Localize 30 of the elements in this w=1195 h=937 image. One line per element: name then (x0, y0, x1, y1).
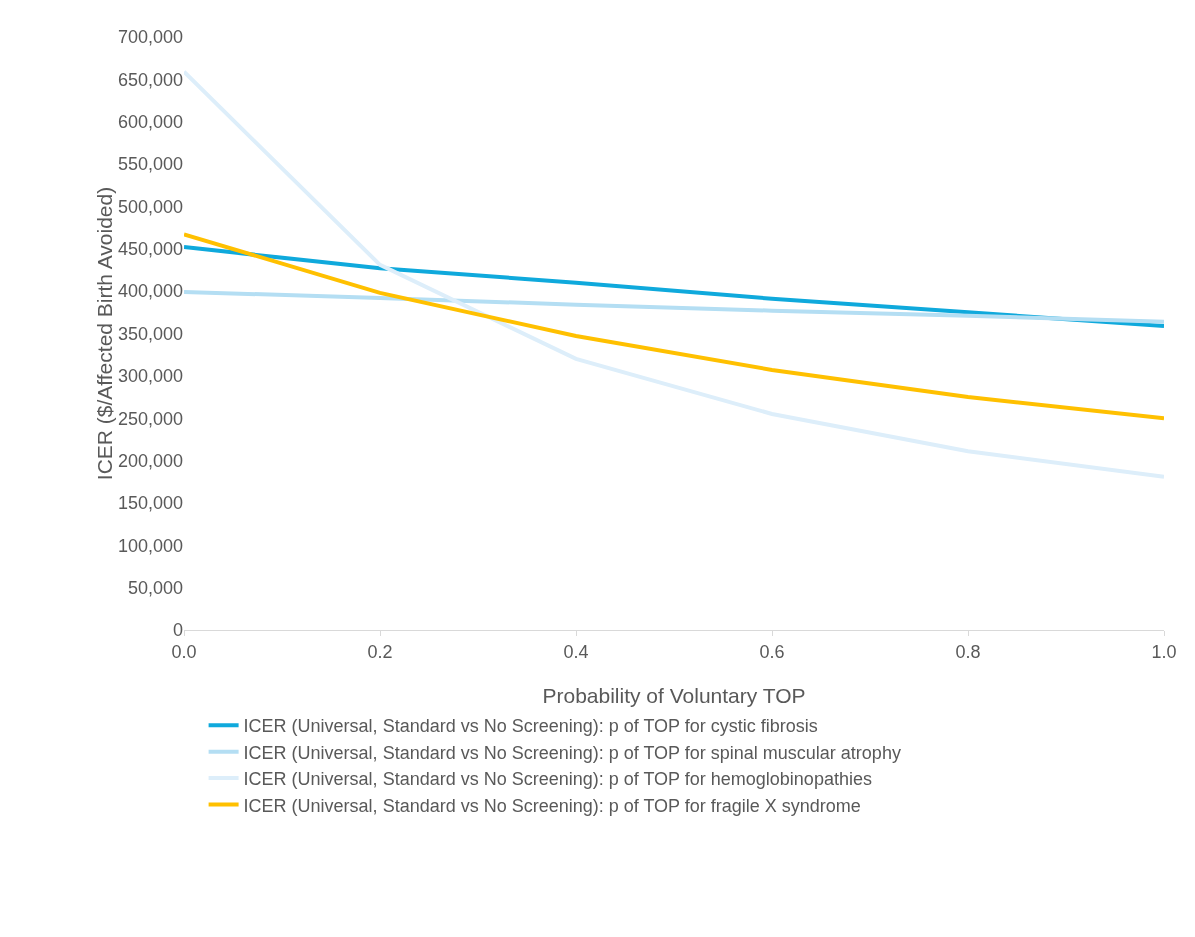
y-tick-label: 400,000 (117, 281, 183, 302)
y-axis-title: ICER ($/Affected Birth Avoided) (92, 186, 116, 481)
y-tick-label: 250,000 (117, 408, 183, 429)
x-tick-label: 0.4 (563, 641, 589, 662)
line-series (184, 289, 1164, 324)
y-tick-label: 100,000 (117, 535, 183, 556)
y-tick-label: 350,000 (117, 323, 183, 344)
y-tick-label: 50,000 (127, 577, 183, 598)
y-tick-label: 600,000 (117, 112, 183, 133)
legend-label: ICER (Universal, Standard vs No Screening): p of TOP for fragile X syndrome (243, 795, 861, 816)
y-tick-label: 500,000 (117, 196, 183, 217)
x-tick-label: 1.0 (1151, 641, 1177, 662)
y-tick-label: 200,000 (117, 450, 183, 471)
legend-label: ICER (Universal, Standard vs No Screening): p of TOP for hemoglobinopathies (243, 769, 872, 790)
legend-label: ICER (Universal, Standard vs No Screening): p of TOP for spinal muscular atrophy (243, 742, 901, 763)
x-tick-label: 0.0 (171, 641, 197, 662)
x-tick-label: 0.8 (955, 641, 981, 662)
line-series (184, 232, 1164, 421)
legend-label: ICER (Universal, Standard vs No Screening): p of TOP for cystic fibrosis (243, 716, 818, 737)
x-tick-label: 0.6 (759, 641, 785, 662)
y-tick-label: 650,000 (117, 69, 183, 90)
x-tick-label: 0.2 (367, 641, 393, 662)
y-tick-label: 550,000 (117, 154, 183, 175)
y-tick-label: 0 (172, 620, 183, 641)
line-series (184, 69, 1164, 479)
x-axis-title: Probability of Voluntary TOP (542, 684, 806, 707)
y-tick-label: 700,000 (117, 27, 183, 48)
y-tick-label: 300,000 (117, 366, 183, 387)
y-tick-label: 450,000 (117, 239, 183, 260)
y-tick-label: 150,000 (117, 493, 183, 514)
